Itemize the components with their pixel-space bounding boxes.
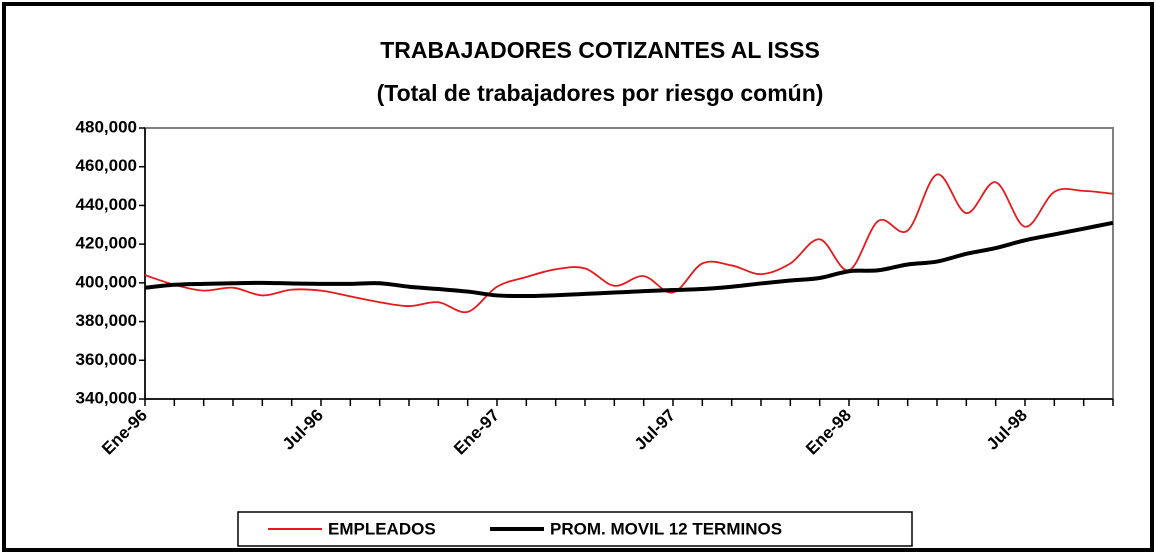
y-tick-label: 360,000	[76, 350, 137, 369]
chart-subtitle: (Total de trabajadores por riesgo común)	[377, 80, 824, 106]
y-tick-label: 480,000	[76, 117, 137, 136]
y-tick-label: 400,000	[76, 272, 137, 291]
legend-label: PROM. MOVIL 12 TERMINOS	[550, 519, 782, 538]
y-tick-label: 440,000	[76, 195, 137, 214]
data-line	[144, 220, 1114, 299]
legend-label: EMPLEADOS	[328, 519, 436, 538]
legend	[237, 511, 913, 547]
y-tick-label: 460,000	[76, 156, 137, 175]
y-tick-label: 420,000	[76, 234, 137, 253]
data-line	[144, 173, 1114, 314]
chart-title: TRABAJADORES COTIZANTES AL ISSS	[380, 37, 820, 63]
y-tick-label: 340,000	[76, 388, 137, 407]
y-tick-label: 380,000	[76, 311, 137, 330]
plot-area	[144, 127, 1114, 400]
